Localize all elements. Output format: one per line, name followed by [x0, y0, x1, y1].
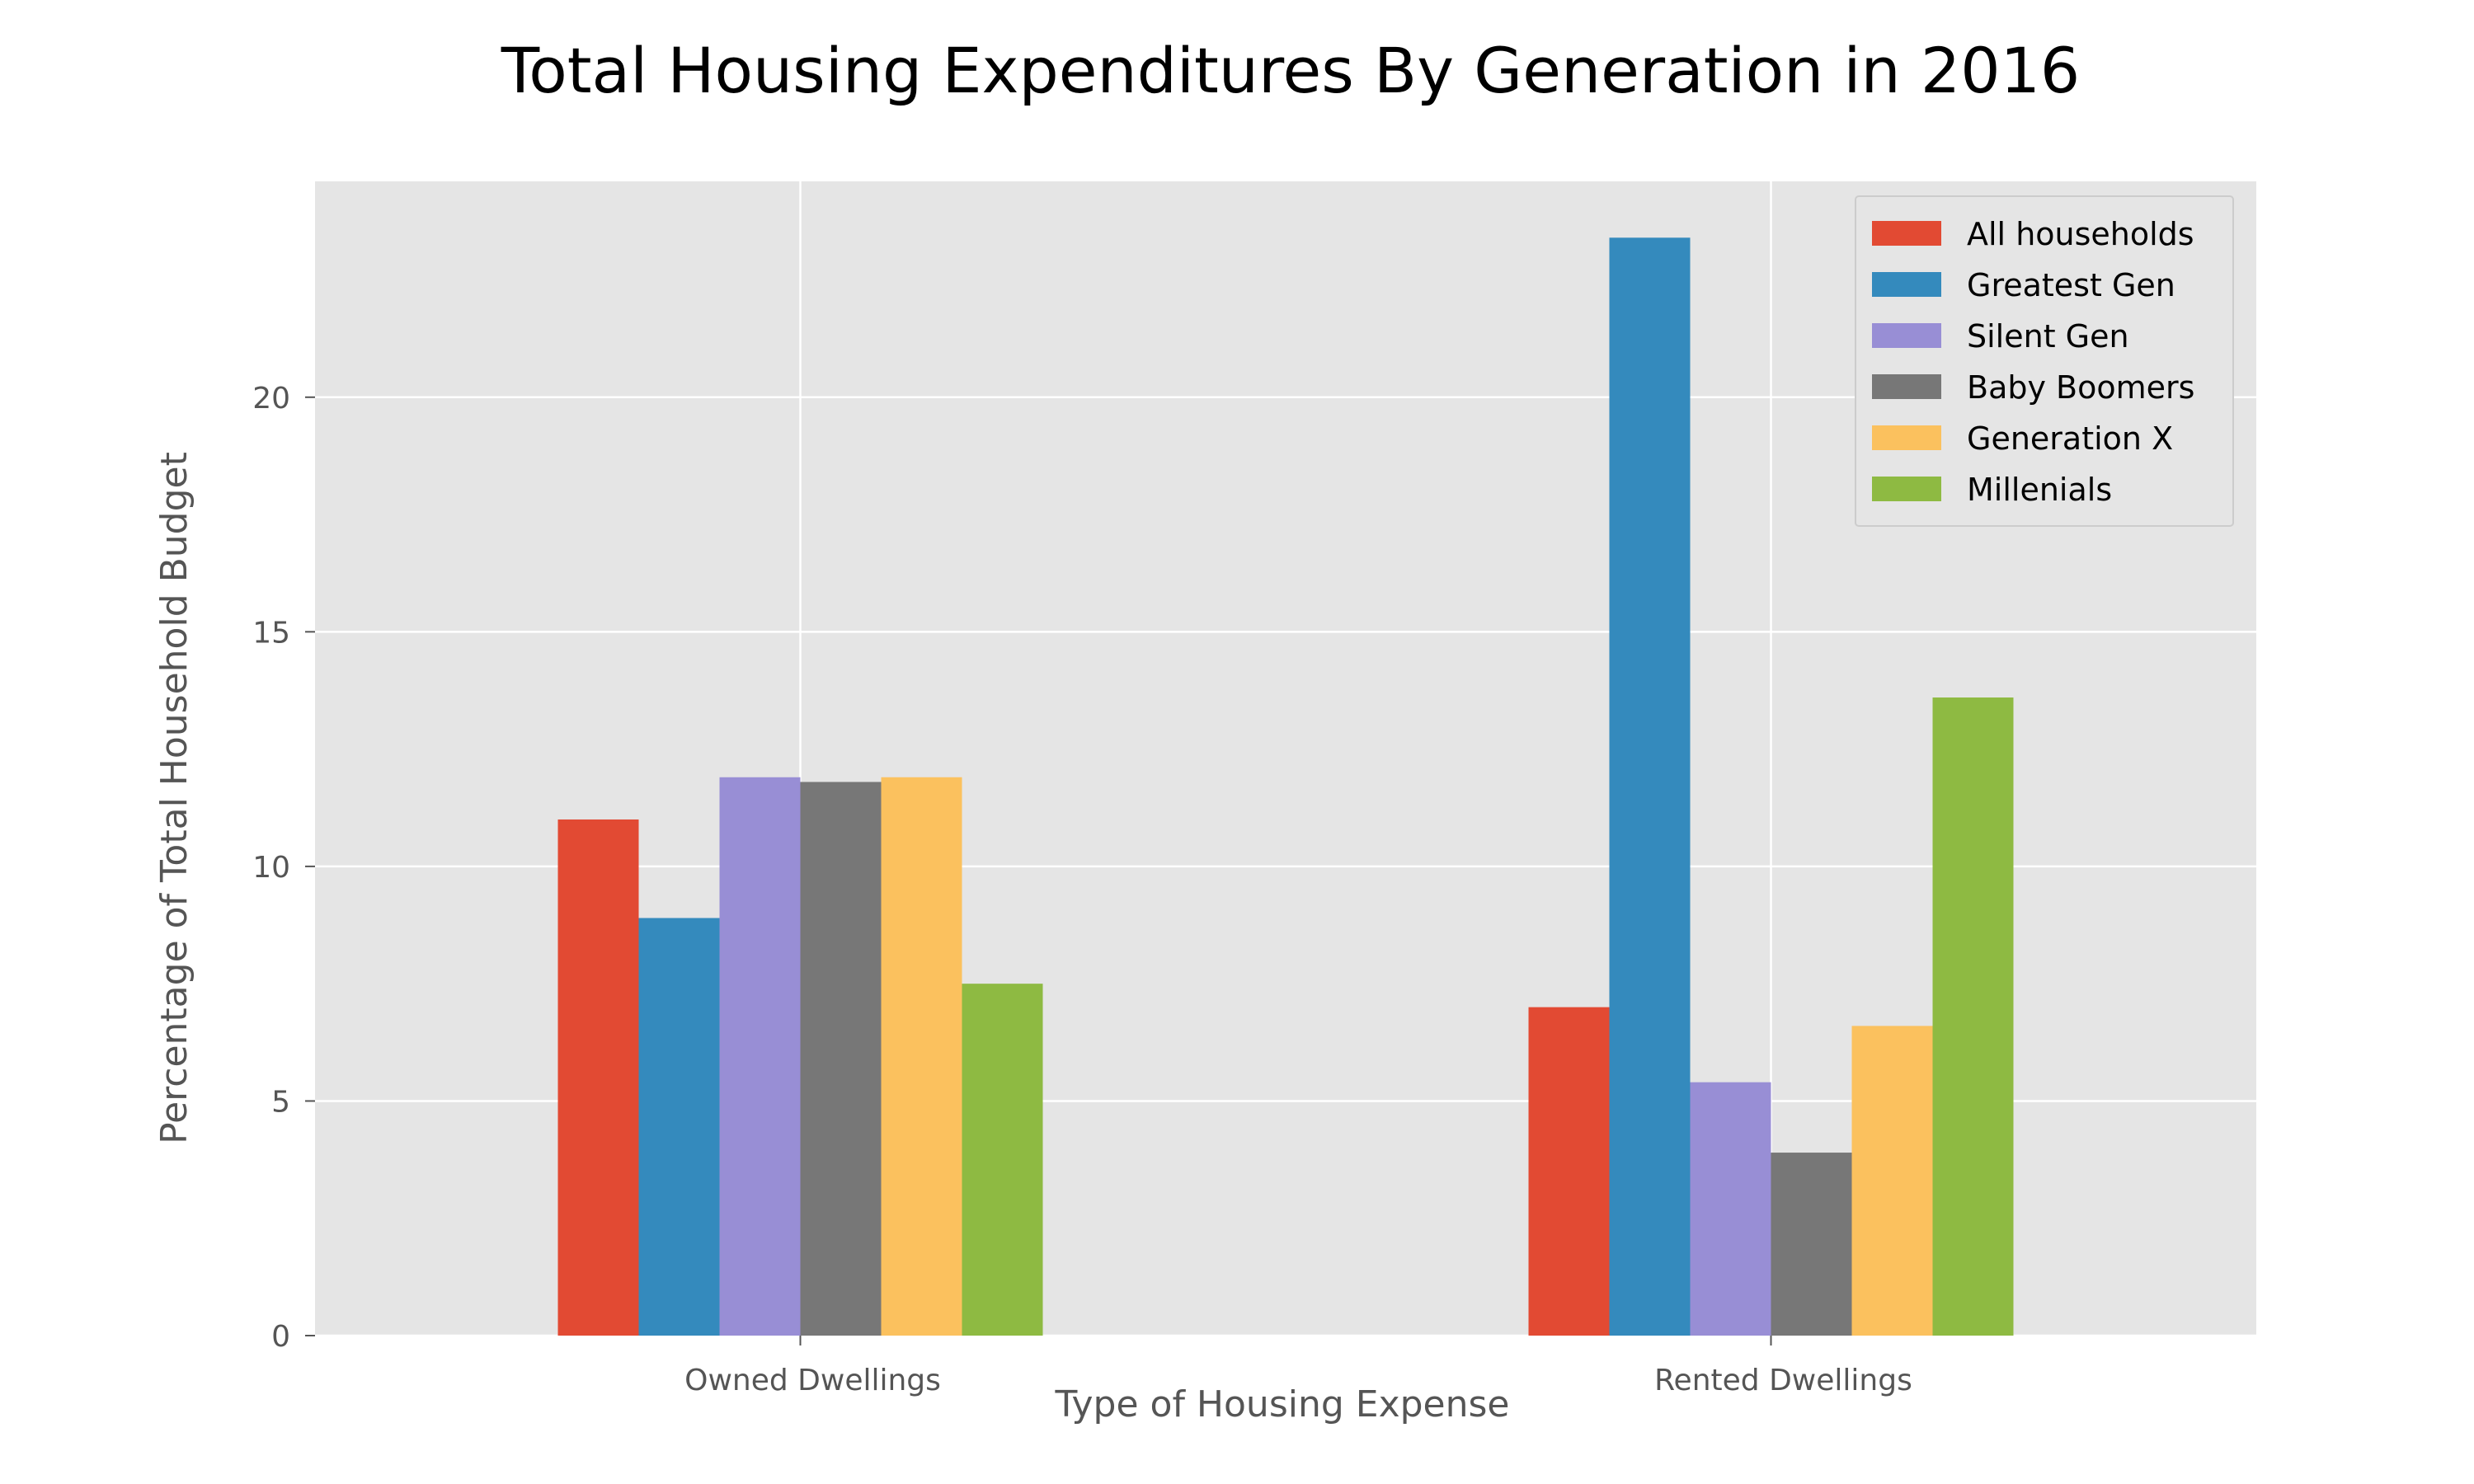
bar	[1771, 1153, 1852, 1336]
x-tick-label: Owned Dwellings	[684, 1364, 941, 1397]
legend-swatch	[1872, 477, 1941, 501]
bar	[962, 984, 1043, 1336]
y-tick-label: 5	[271, 1085, 290, 1119]
y-tick-label: 20	[252, 382, 290, 416]
bar	[1851, 1026, 1933, 1336]
x-tick-label: Rented Dwellings	[1654, 1364, 1912, 1397]
legend-swatch	[1872, 425, 1941, 450]
y-axis-label: Percentage of Total Household Budget	[153, 452, 195, 1144]
bar	[719, 777, 801, 1336]
bar	[557, 819, 639, 1336]
bar	[1609, 237, 1691, 1336]
legend-label: Millenials	[1967, 472, 2112, 508]
legend-swatch	[1872, 272, 1941, 297]
legend-label: All households	[1967, 216, 2194, 252]
legend-label: Baby Boomers	[1967, 369, 2194, 406]
legend-swatch	[1872, 323, 1941, 348]
y-tick-label: 10	[252, 851, 290, 885]
y-tick-label: 0	[271, 1320, 290, 1354]
legend-frame	[1855, 195, 2234, 527]
chart-title: Total Housing Expenditures By Generation…	[501, 34, 2081, 107]
legend-label: Generation X	[1967, 420, 2173, 457]
legend: All households Greatest Gen Silent Gen Baby…	[1855, 195, 2234, 527]
legend-swatch	[1872, 221, 1941, 246]
bar	[800, 782, 882, 1336]
x-axis-label: Type of Housing Expense	[1054, 1383, 1509, 1425]
y-tick-label: 15	[252, 616, 290, 650]
legend-swatch	[1872, 374, 1941, 399]
legend-label: Silent Gen	[1967, 318, 2129, 355]
bar	[1528, 1007, 1610, 1336]
bar	[1690, 1082, 1771, 1336]
bar	[638, 918, 720, 1336]
legend-label: Greatest Gen	[1967, 267, 2175, 303]
bar	[881, 777, 962, 1336]
bar	[1932, 697, 2014, 1336]
